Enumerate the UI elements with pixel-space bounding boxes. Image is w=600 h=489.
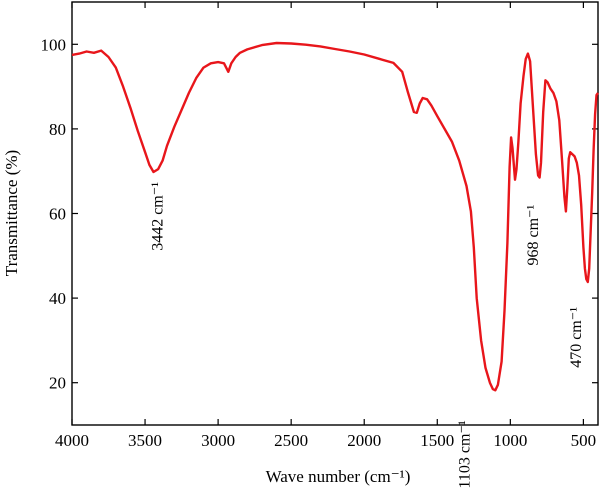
y-tick-label: 40: [49, 289, 66, 308]
x-tick-label: 1500: [420, 431, 454, 450]
transmittance-line: [71, 41, 599, 392]
x-tick-label: 4000: [55, 431, 89, 450]
x-axis: 4000 3500 3000 2500 2000 1500 1000 500: [55, 2, 596, 450]
y-axis-title: Transmittance (%): [2, 150, 21, 276]
series-layer: [71, 41, 599, 392]
x-tick-label: 3500: [128, 431, 162, 450]
annotation-layer: 3442 cm⁻¹ 1103 cm⁻¹ 968 cm⁻¹ 470 cm⁻¹: [150, 182, 585, 489]
x-tick-label: 2000: [347, 431, 381, 450]
x-tick-label: 2500: [274, 431, 308, 450]
peak-annotation: 968 cm⁻¹: [525, 205, 542, 266]
peak-annotation: 1103 cm⁻¹: [456, 420, 473, 488]
y-axis: 20 40 60 80 100: [41, 35, 598, 393]
peak-annotation: 3442 cm⁻¹: [150, 182, 167, 251]
peak-annotation: 470 cm⁻¹: [568, 307, 585, 368]
x-tick-label: 500: [571, 431, 597, 450]
x-tick-label: 3000: [201, 431, 235, 450]
y-tick-label: 100: [41, 35, 67, 54]
x-axis-title: Wave number (cm⁻¹): [266, 467, 411, 486]
y-tick-label: 80: [49, 120, 66, 139]
y-tick-label: 20: [49, 374, 66, 393]
x-tick-label: 1000: [493, 431, 527, 450]
y-tick-label: 60: [49, 205, 66, 224]
